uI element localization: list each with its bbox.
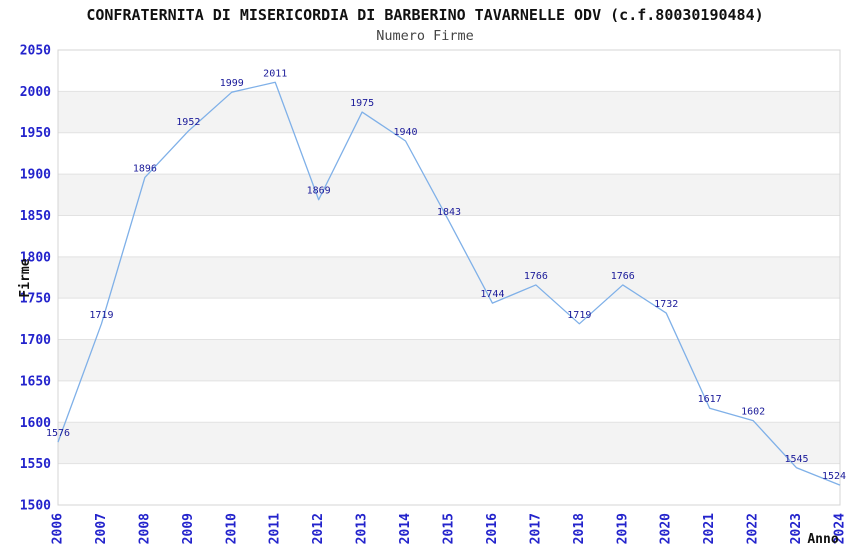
chart-subtitle: Numero Firme [376,28,474,44]
y-tick-label: 1600 [20,416,51,431]
chart-title: CONFRATERNITA DI MISERICORDIA DI BARBERI… [86,6,763,24]
data-point-label: 1576 [46,428,70,439]
x-tick-label: 2021 [702,513,717,544]
y-tick-label: 1650 [20,374,51,389]
x-tick-label: 2014 [398,513,413,544]
plot-area: 1500 1550 1600 1650 1700 1750 1800 1850 1900 1950… [20,44,848,545]
alternating-band [58,91,840,133]
series-line [57,81,841,486]
data-point-label: 1952 [176,117,200,128]
x-tick-label: 2012 [311,513,326,544]
y-tick-label: 1800 [20,250,51,265]
data-point-label: 2011 [263,68,287,79]
data-point-label: 1732 [654,299,678,310]
data-point-label: 1766 [611,271,635,282]
y-tick-label: 2000 [20,85,51,100]
y-tick-label: 1900 [20,168,51,183]
y-tick-label: 1750 [20,292,51,307]
x-tick-label: 2006 [51,513,66,544]
data-point-label: 1940 [394,127,418,138]
y-tick-label: 1850 [20,209,51,224]
data-point-label: 1766 [524,271,548,282]
data-point-label: 1719 [89,310,113,321]
y-tick-label: 1950 [20,126,51,141]
plot-border [57,49,841,506]
data-point-label: 1896 [133,163,157,174]
data-point-label: 1869 [307,186,331,197]
y-tick-label: 1550 [20,457,51,472]
data-point-label: 1602 [741,407,765,418]
x-tick-label: 2011 [268,513,283,544]
x-tick-label: 2022 [746,513,761,544]
x-tick-label: 2010 [224,513,239,544]
x-tick-label: 2019 [615,513,630,544]
alternating-band [58,339,840,381]
alternating-band [58,174,840,216]
y-axis-title: Firme [18,258,33,297]
data-point-label: 1744 [480,289,504,300]
y-tick-label: 2050 [20,44,51,59]
x-tick-label: 2020 [659,513,674,544]
x-axis-title: Anno [807,532,838,547]
data-point-label: 1545 [785,454,809,465]
data-point-label: 1524 [822,471,846,482]
x-tick-label: 2023 [789,513,804,544]
alternating-band [58,422,840,464]
x-tick-label: 2018 [572,513,587,544]
x-tick-label: 2015 [442,513,457,544]
x-tick-label: 2016 [485,513,500,544]
data-point-label: 1975 [350,98,374,109]
data-point-label: 1843 [437,207,461,218]
x-tick-label: 2008 [137,513,152,544]
x-tick-label: 2007 [94,513,109,544]
x-tick-label: 2017 [528,513,543,544]
x-tick-label: 2024 [833,513,848,544]
data-point-label: 1719 [567,310,591,321]
data-point-label: 1617 [698,394,722,405]
x-tick-label: 2009 [181,513,196,544]
y-tick-label: 1700 [20,333,51,348]
y-tick-label: 1500 [20,499,51,514]
data-point-label: 1999 [220,78,244,89]
x-tick-label: 2013 [355,513,370,544]
alternating-band [58,256,840,299]
